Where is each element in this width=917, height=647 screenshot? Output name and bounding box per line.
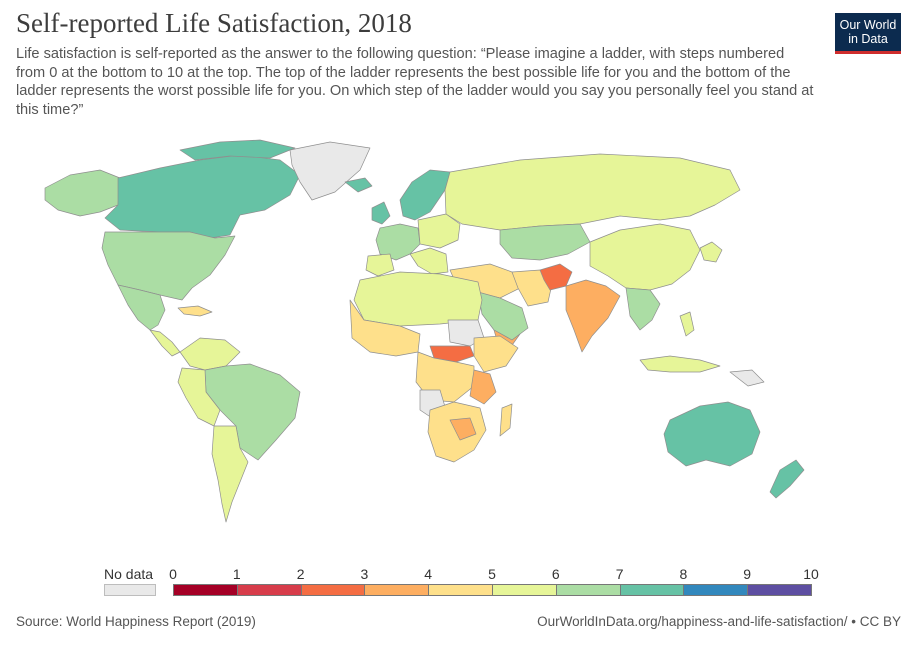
legend-bin-2[interactable] — [300, 584, 366, 596]
legend-tick-label: 8 — [679, 566, 688, 582]
legend-bin-7[interactable] — [619, 584, 685, 596]
legend-tick-label: 0 — [169, 566, 177, 582]
legend-tick-label: 10 — [803, 566, 819, 582]
region-russia[interactable] — [444, 153, 741, 231]
region-mexico[interactable] — [117, 284, 166, 331]
chart-subtitle: Life satisfaction is self-reported as th… — [16, 46, 814, 118]
region-greenland — [289, 141, 371, 201]
legend-tick-label: 4 — [424, 566, 433, 582]
region-uk-ireland[interactable] — [371, 201, 391, 225]
owid-logo[interactable]: Our World in Data — [835, 13, 901, 54]
region-australia[interactable] — [663, 401, 761, 467]
region-iberia[interactable] — [365, 253, 395, 277]
logo-line-1: Our World — [839, 18, 897, 32]
region-china[interactable] — [589, 223, 701, 291]
legend-tick-label: 3 — [360, 566, 369, 582]
legend-bin-3[interactable] — [364, 584, 430, 596]
region-zimbabwe-botswana[interactable] — [449, 417, 477, 441]
region-central-asia[interactable] — [499, 223, 591, 261]
logo-line-2: in Data — [848, 32, 888, 46]
legend-nodata-label: No data — [104, 566, 154, 582]
region-tanzania[interactable] — [469, 369, 497, 405]
legend-tick-label: 2 — [296, 566, 305, 582]
region-south-sudan[interactable] — [429, 345, 475, 363]
color-legend: No data 0 1 2 3 4 5 6 7 8 9 10 — [100, 562, 830, 602]
region-philippines[interactable] — [679, 311, 695, 337]
region-alaska[interactable] — [44, 169, 121, 217]
region-korea-japan[interactable] — [699, 241, 723, 263]
legend-nodata-swatch — [104, 584, 156, 596]
credit-link[interactable]: OurWorldInData.org/happiness-and-life-sa… — [537, 614, 901, 629]
source-note: Source: World Happiness Report (2019) — [16, 614, 256, 629]
region-southeast-asia[interactable] — [625, 287, 661, 331]
region-madagascar[interactable] — [499, 403, 513, 437]
region-argentina-chile[interactable] — [211, 425, 249, 523]
region-colombia-venezuela[interactable] — [179, 337, 241, 371]
region-central-america[interactable] — [149, 329, 181, 357]
legend-bin-1[interactable] — [236, 584, 302, 596]
region-usa[interactable] — [101, 231, 236, 301]
chart-title: Self-reported Life Satisfaction, 2018 — [16, 8, 412, 38]
legend-bin-4[interactable] — [428, 584, 493, 596]
world-map — [44, 139, 805, 523]
region-indonesia[interactable] — [639, 355, 721, 373]
legend-bin-5[interactable] — [492, 584, 557, 596]
region-canada[interactable] — [104, 154, 301, 239]
region-scandinavia[interactable] — [399, 169, 451, 221]
region-india[interactable] — [565, 279, 621, 353]
region-north-africa[interactable] — [353, 271, 483, 327]
region-balkans-italy[interactable] — [409, 247, 449, 275]
legend-bin-9[interactable] — [747, 584, 812, 596]
legend-bin-0[interactable] — [173, 584, 238, 596]
region-new-zealand[interactable] — [769, 459, 805, 499]
legend-bin-8[interactable] — [683, 584, 749, 596]
legend-bin-6[interactable] — [555, 584, 621, 596]
region-canada-arctic[interactable] — [179, 139, 296, 161]
region-caribbean[interactable] — [177, 305, 213, 317]
legend-tick-label: 6 — [551, 566, 560, 582]
region-ethiopia-somalia[interactable] — [473, 335, 519, 373]
legend-tick-label: 1 — [232, 566, 241, 582]
region-papua — [729, 369, 765, 387]
legend-tick-label: 9 — [743, 566, 752, 582]
legend-tick-label: 5 — [488, 566, 496, 582]
region-iceland[interactable] — [344, 177, 373, 193]
legend-tick-label: 7 — [615, 566, 624, 582]
region-saudi-arabia[interactable] — [477, 291, 529, 341]
